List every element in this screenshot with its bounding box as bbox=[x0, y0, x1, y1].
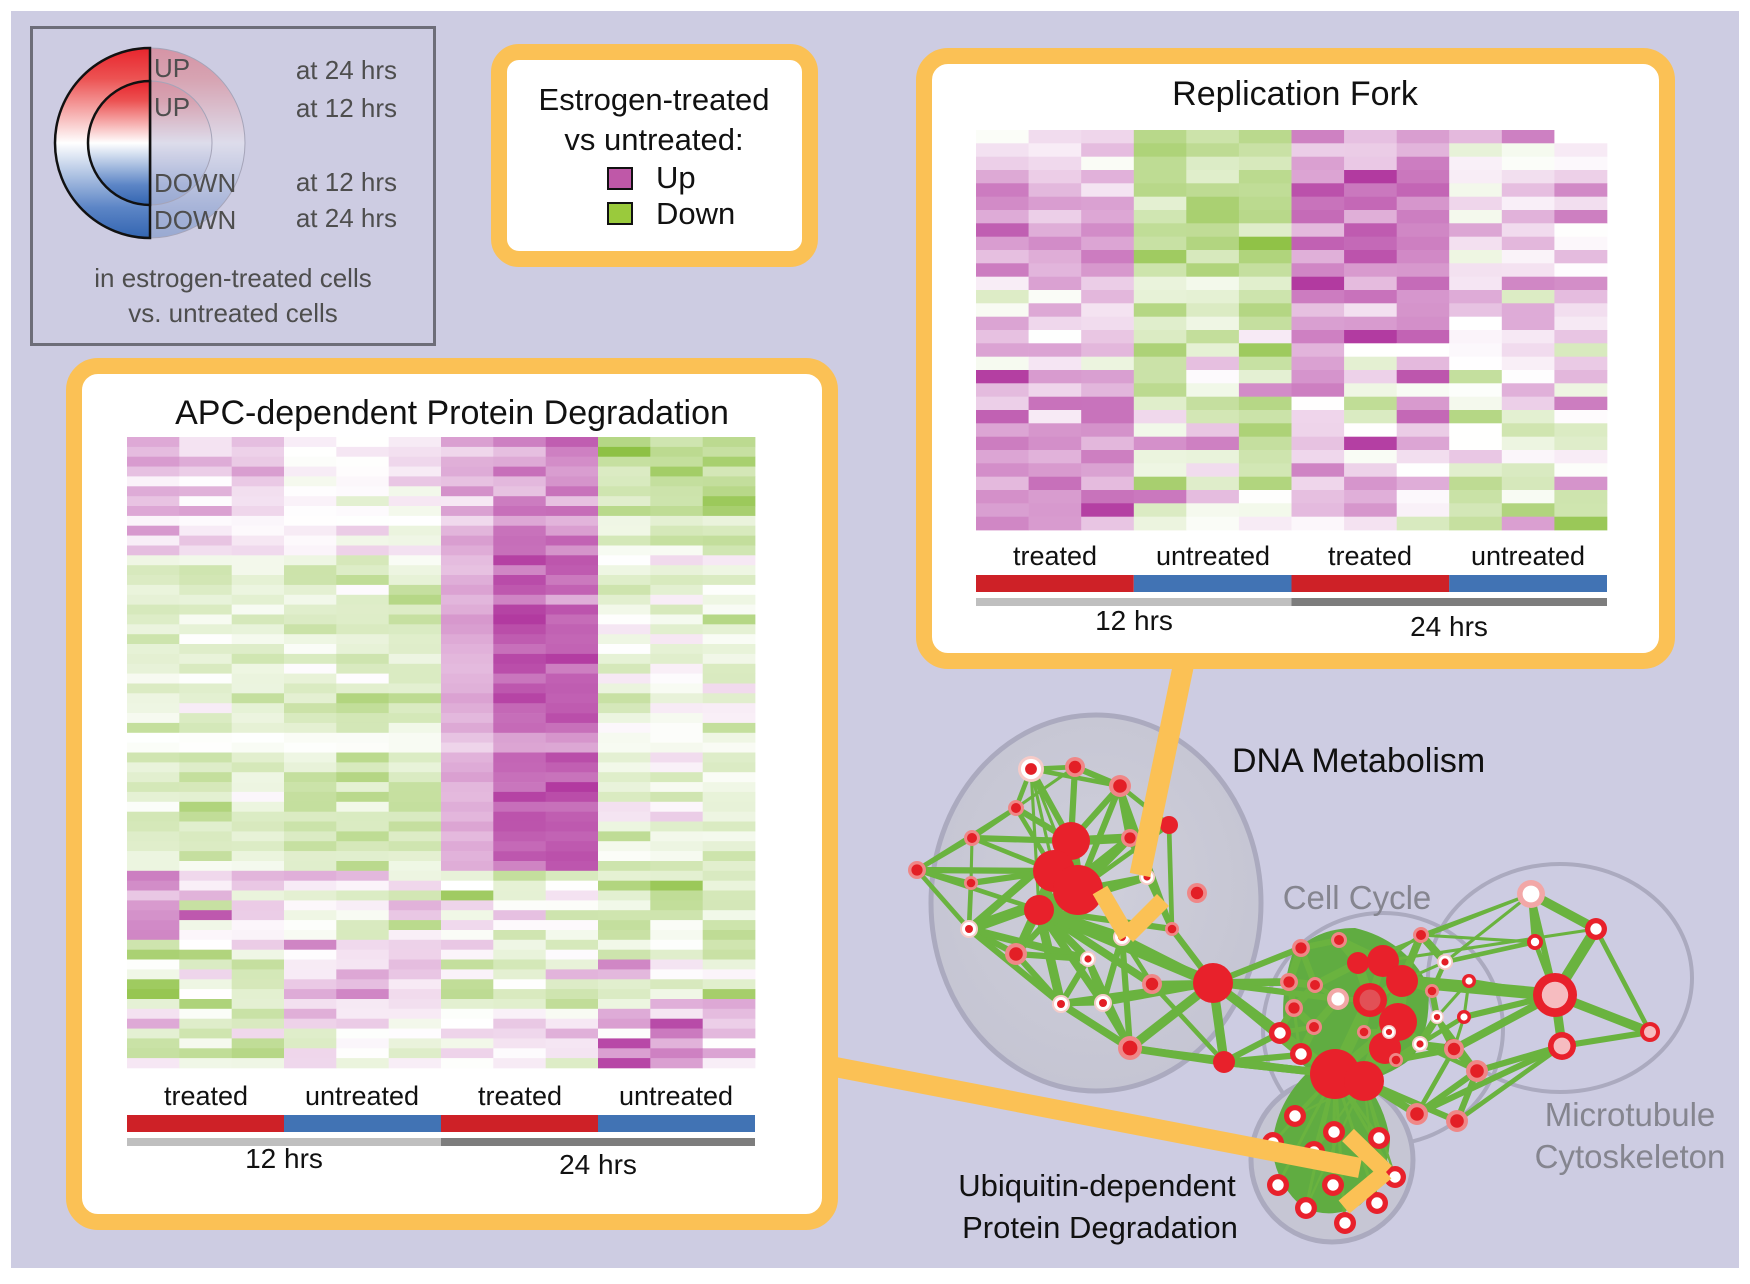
svg-text:Protein Degradation: Protein Degradation bbox=[962, 1210, 1238, 1245]
svg-text:untreated: untreated bbox=[1156, 541, 1270, 571]
svg-text:untreated: untreated bbox=[1471, 541, 1585, 571]
svg-text:Down: Down bbox=[656, 196, 735, 231]
svg-text:treated: treated bbox=[164, 1081, 248, 1111]
svg-text:treated: treated bbox=[478, 1081, 562, 1111]
svg-text:Cell Cycle: Cell Cycle bbox=[1283, 879, 1432, 916]
svg-text:in estrogen-treated cells: in estrogen-treated cells bbox=[94, 263, 371, 293]
svg-text:Replication Fork: Replication Fork bbox=[1172, 75, 1419, 113]
svg-text:UP: UP bbox=[154, 92, 190, 122]
svg-text:Estrogen-treated: Estrogen-treated bbox=[539, 82, 770, 117]
svg-text:at 24 hrs: at 24 hrs bbox=[296, 55, 397, 85]
svg-text:treated: treated bbox=[1013, 541, 1097, 571]
svg-text:at 12 hrs: at 12 hrs bbox=[296, 167, 397, 197]
svg-text:vs. untreated cells: vs. untreated cells bbox=[128, 298, 338, 328]
svg-text:vs untreated:: vs untreated: bbox=[564, 122, 743, 157]
svg-text:UP: UP bbox=[154, 53, 190, 83]
svg-text:at 24 hrs: at 24 hrs bbox=[296, 203, 397, 233]
svg-text:12 hrs: 12 hrs bbox=[1095, 605, 1173, 636]
svg-text:DNA Metabolism: DNA Metabolism bbox=[1232, 742, 1485, 780]
svg-text:APC-dependent Protein Degradat: APC-dependent Protein Degradation bbox=[175, 394, 729, 432]
svg-text:untreated: untreated bbox=[619, 1081, 733, 1111]
svg-text:Ubiquitin-dependent: Ubiquitin-dependent bbox=[958, 1168, 1236, 1203]
svg-text:24 hrs: 24 hrs bbox=[559, 1149, 637, 1180]
svg-text:12 hrs: 12 hrs bbox=[245, 1143, 323, 1174]
svg-text:untreated: untreated bbox=[305, 1081, 419, 1111]
svg-text:DOWN: DOWN bbox=[154, 205, 236, 235]
svg-text:Microtubule: Microtubule bbox=[1545, 1096, 1716, 1133]
svg-text:Cytoskeleton: Cytoskeleton bbox=[1535, 1138, 1726, 1175]
svg-text:DOWN: DOWN bbox=[154, 168, 236, 198]
svg-text:at 12 hrs: at 12 hrs bbox=[296, 93, 397, 123]
svg-text:treated: treated bbox=[1328, 541, 1412, 571]
svg-text:24 hrs: 24 hrs bbox=[1410, 611, 1488, 642]
svg-text:Up: Up bbox=[656, 160, 696, 195]
